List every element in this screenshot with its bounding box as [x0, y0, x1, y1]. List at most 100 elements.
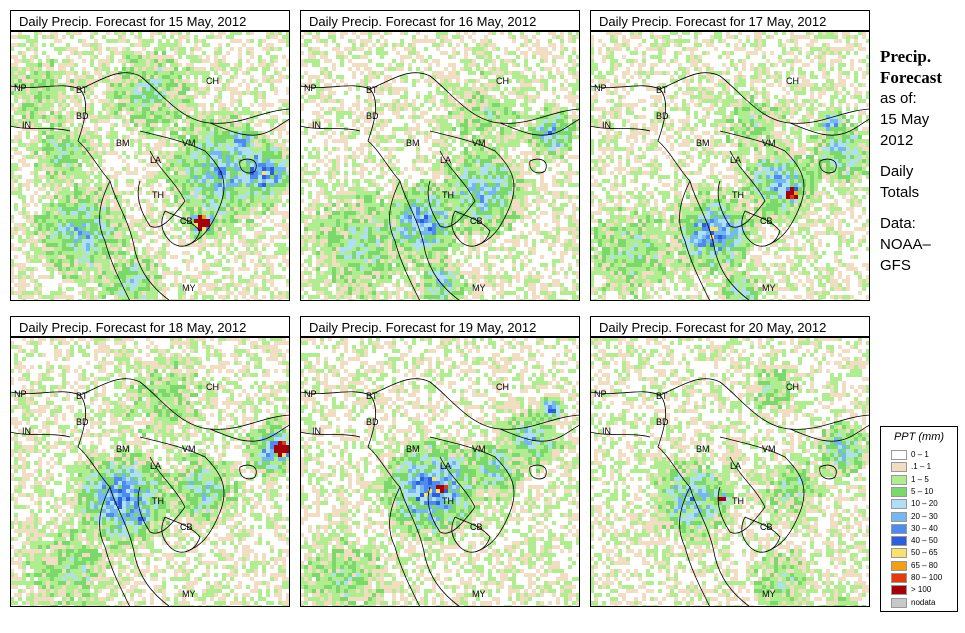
country-label: MY	[762, 589, 776, 599]
country-label: CH	[206, 382, 219, 392]
legend-swatch	[891, 486, 907, 497]
boundary-line	[719, 130, 805, 247]
boundary-line	[789, 424, 870, 442]
legend-swatch	[891, 560, 907, 571]
data-source-2: NOAA–	[880, 236, 931, 253]
country-label: LA	[440, 155, 451, 165]
precip-field	[300, 31, 580, 301]
country-label: CH	[786, 76, 799, 86]
boundary-line	[427, 150, 476, 228]
country-label: CB	[180, 216, 193, 226]
country-label: CB	[470, 522, 483, 532]
map-frame	[300, 337, 580, 607]
boundary-line	[239, 464, 257, 480]
legend: PPT (mm) 0 – 1 .1 – 1 1 – 5 5 – 10 10 – 20 20…	[880, 426, 958, 612]
boundary-line	[679, 180, 711, 301]
map-canvas: NPBTBDINCHBMVMLATHCBMYID	[10, 337, 290, 607]
boundary-line	[499, 424, 580, 442]
legend-label: 0 – 1	[911, 450, 929, 459]
boundary-line	[590, 431, 651, 438]
country-label: IN	[312, 426, 321, 436]
country-label: BD	[656, 111, 669, 121]
precip-field	[10, 337, 290, 607]
legend-swatch	[891, 450, 907, 460]
legend-title: PPT (mm)	[893, 431, 945, 443]
legend-label: > 100	[911, 585, 932, 595]
boundary-line	[717, 456, 766, 534]
precip-field	[590, 337, 870, 607]
asof-label: as of:	[880, 90, 917, 107]
boundary-line	[137, 150, 186, 228]
precip-map: NPBTBDINCHBMVMLATHCBMYID	[10, 337, 290, 607]
data-source-3: GFS	[880, 257, 911, 274]
precip-map: NPBTBDINCHBMVMLATHCBMYID	[590, 337, 870, 607]
boundary-line	[300, 431, 361, 438]
boundary-line	[10, 431, 71, 438]
country-label: NP	[594, 389, 607, 399]
sidebar-info: Precip. Forecast as of: 15 May 2012 Dail…	[880, 46, 965, 276]
boundary-line	[451, 210, 491, 247]
daily-label-2: Totals	[880, 184, 920, 201]
precip-map: NPBTBDINCHBMVMLATHCBMYID	[590, 31, 870, 301]
country-label: CH	[786, 382, 799, 392]
country-label: TH	[732, 190, 744, 200]
country-label: BT	[76, 391, 88, 401]
country-label: IN	[312, 120, 321, 130]
legend-label: 5 – 10	[911, 486, 934, 496]
boundary-line	[300, 125, 361, 132]
boundary-line	[451, 516, 491, 553]
map-frame	[10, 337, 290, 607]
panel-title: Daily Precip. Forecast for 18 May, 2012	[10, 316, 290, 337]
precip-map: NPBTBDINCHBMVMLATHCBMYID	[10, 31, 290, 301]
legend-swatch	[891, 597, 907, 608]
boundary-line	[590, 72, 870, 124]
country-label: CH	[496, 76, 509, 86]
country-label: LA	[440, 461, 451, 471]
boundary-line	[10, 378, 290, 430]
map-frame	[590, 337, 870, 607]
boundary-line	[139, 436, 225, 553]
country-label: TH	[152, 190, 164, 200]
boundary-line	[161, 210, 201, 247]
country-label: TH	[732, 496, 744, 506]
map-canvas: NPBTBDINCHBMVMLATHCBMYID	[10, 31, 290, 301]
legend-label: 30 – 40	[911, 523, 938, 533]
country-label: TH	[442, 496, 454, 506]
legend-swatch	[891, 511, 907, 522]
sidebar-heading-2: Forecast	[880, 68, 942, 87]
boundary-line	[429, 130, 515, 247]
boundary-line	[10, 72, 290, 124]
country-label: TH	[442, 190, 454, 200]
boundary-line	[717, 150, 766, 228]
country-label: BT	[656, 85, 668, 95]
map-frame	[300, 31, 580, 301]
country-label: VM	[472, 444, 486, 454]
country-label: CB	[760, 522, 773, 532]
country-label: BT	[656, 391, 668, 401]
country-label: BM	[116, 138, 130, 148]
boundary-line	[389, 180, 421, 301]
legend-label: 20 – 30	[911, 511, 938, 521]
country-label: BM	[406, 138, 420, 148]
boundary-line	[99, 180, 131, 301]
country-label: BD	[366, 111, 379, 121]
map-frame	[590, 31, 870, 301]
country-label: MY	[472, 589, 486, 599]
country-label: CH	[496, 382, 509, 392]
country-label: VM	[472, 138, 486, 148]
country-label: BM	[696, 444, 710, 454]
legend-label: .1 – 1	[911, 462, 932, 472]
boundary-line	[209, 424, 290, 442]
precip-map: NPBTBDINCHBMVMLATHCBMYID	[300, 337, 580, 607]
country-label: CB	[180, 522, 193, 532]
country-label: BT	[366, 391, 378, 401]
boundary-line	[99, 486, 131, 607]
panel-title: Daily Precip. Forecast for 19 May, 2012	[300, 316, 580, 337]
country-label: BT	[366, 85, 378, 95]
country-label: MY	[182, 283, 196, 293]
boundary-line	[300, 378, 580, 430]
boundary-line	[741, 210, 781, 247]
boundary-line	[719, 436, 805, 553]
country-label: LA	[730, 461, 741, 471]
boundary-line	[427, 456, 476, 534]
